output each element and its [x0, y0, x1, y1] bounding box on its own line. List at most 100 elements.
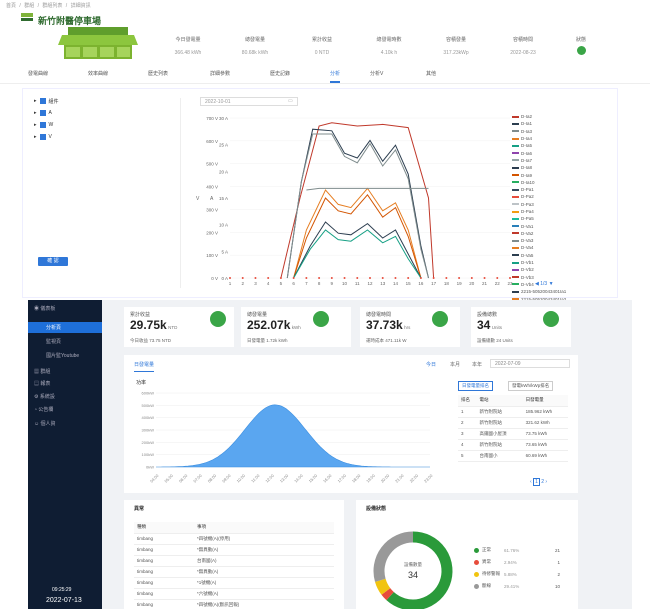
legend-item[interactable]: 2215-50520043401Ia1	[512, 288, 620, 295]
table-row[interactable]: 5 台南國小 60.69 kWh	[458, 450, 568, 462]
legend-item[interactable]: D-Va2	[512, 230, 620, 237]
sidebar-item-report[interactable]: ▤ 報表	[34, 380, 50, 387]
sidebar-item-youtube[interactable]: 國片監Youtube	[46, 353, 80, 359]
table-row[interactable]: timbang *六號機(A)	[134, 588, 334, 600]
table-row[interactable]: timbang *四號機(A)(停用)	[134, 533, 334, 545]
table-row[interactable]: timbang *1號機(A)	[134, 577, 334, 589]
legend-item[interactable]: D-Pa5	[512, 215, 620, 222]
legend-item[interactable]: D-Ia6	[512, 149, 620, 156]
y-tick-label: 400kW	[142, 415, 155, 420]
legend-swatch	[512, 144, 519, 147]
tree-node[interactable]: ▸ W	[34, 119, 59, 131]
sidebar-item-profile[interactable]: ☺ 個人資	[34, 420, 56, 427]
cell: *六號機(A)	[194, 588, 334, 600]
tab-generation-curve[interactable]: 發電曲線	[28, 71, 49, 77]
table-row[interactable]: timbang *四號機(A)(斷訊回報)	[134, 599, 334, 609]
table-row[interactable]: 4 新竹附院站 73.65 kWh	[458, 439, 568, 451]
legend-item[interactable]: D-Vb4	[512, 281, 620, 288]
calendar-icon[interactable]: ▭	[288, 98, 293, 104]
legend-label: D-Ia8	[521, 165, 533, 171]
tab-analysis[interactable]: 分析	[330, 70, 341, 83]
range-today[interactable]: 今日	[426, 362, 437, 368]
range-year[interactable]: 本年	[472, 362, 483, 368]
tab-daily-power[interactable]: 日發電量	[134, 361, 155, 372]
legend-label: D-Ia10	[521, 179, 535, 185]
next-page-icon[interactable]: ›	[545, 479, 548, 485]
table-row[interactable]: 2 新竹附院站 321.62 kWh	[458, 417, 568, 429]
tab-rank-daily[interactable]: 日發電量排名	[458, 381, 493, 391]
legend-item[interactable]: D-Va1	[512, 222, 620, 229]
legend-item[interactable]: D-Pa4	[512, 208, 620, 215]
checkbox[interactable]	[39, 98, 46, 104]
legend-label: D-Ia9	[521, 172, 533, 178]
legend-pager[interactable]: ◀ 1/3 ▼	[535, 281, 554, 287]
checkbox[interactable]	[39, 122, 46, 128]
legend-item[interactable]: D-Ia3	[512, 128, 620, 135]
cell: 3	[458, 428, 477, 440]
legend-item[interactable]: D-Ia5	[512, 142, 620, 149]
table-row[interactable]: 1 新竹附院站 185.962 kWh	[458, 406, 568, 418]
legend-swatch	[512, 261, 519, 264]
legend-item[interactable]: D-Ia7	[512, 157, 620, 164]
date-input[interactable]: 2022-10-01	[200, 97, 298, 106]
legend-item[interactable]: D-Pa1	[512, 186, 620, 193]
table-row[interactable]: timbang *無異動(A)	[134, 566, 334, 578]
power-date-input[interactable]: 2022-07-09	[490, 359, 570, 368]
sidebar-item-group[interactable]: ▦ 群組	[34, 368, 50, 375]
page-2[interactable]: 2	[541, 479, 545, 485]
sidebar-item-analysis[interactable]: 分析頁	[46, 325, 62, 331]
prev-page-icon[interactable]: ◀	[535, 281, 539, 287]
expand-icon[interactable]: ▸	[34, 134, 37, 140]
prev-page-icon[interactable]: ‹	[530, 479, 532, 485]
tab-history-log[interactable]: 歷史記錄	[270, 71, 291, 77]
legend-item[interactable]: D-Ia1	[512, 120, 620, 127]
sidebar-item-bulletin[interactable]: ◔ 公告欄	[34, 406, 53, 413]
y-tick-label: 0 A	[221, 276, 228, 281]
tab-history-list[interactable]: 歷史列表	[148, 71, 169, 77]
next-page-icon[interactable]: ▼	[548, 281, 554, 287]
range-month[interactable]: 本月	[450, 362, 461, 368]
tab-efficiency-curve[interactable]: 效率曲線	[88, 71, 109, 77]
tab-rank-kwp[interactable]: 發電kWh/kWp排名	[508, 381, 554, 391]
legend-item[interactable]: D-Ia4	[512, 135, 620, 142]
legend-item[interactable]: D-Va3	[512, 237, 620, 244]
table-row[interactable]: timbang 台南國(A)	[134, 555, 334, 567]
tab-analysis-v[interactable]: 分析V	[370, 71, 384, 77]
sidebar-item-monitor[interactable]: 監視頁	[46, 339, 62, 345]
confirm-button[interactable]: 確 認	[38, 257, 68, 266]
legend-item[interactable]: D-Pa2	[512, 193, 620, 200]
tree-node[interactable]: ▸ V	[34, 131, 59, 143]
data-point	[305, 277, 308, 279]
legend-item[interactable]: D-Va5	[512, 252, 620, 259]
expand-icon[interactable]: ▸	[34, 110, 37, 116]
breadcrumb-item[interactable]: 群組列表	[42, 3, 63, 9]
legend-item[interactable]: D-Pa3	[512, 201, 620, 208]
expand-icon[interactable]: ▸	[34, 122, 37, 128]
legend-label: D-Vb3	[521, 274, 534, 280]
checkbox[interactable]	[39, 110, 46, 116]
tree-node[interactable]: ▸ A	[34, 107, 59, 119]
legend-item[interactable]: D-Ia9	[512, 171, 620, 178]
table-row[interactable]: timbang *無異動(A)	[134, 544, 334, 556]
legend-item[interactable]: 2215-50520043401Ia2	[512, 295, 620, 302]
x-tick-label: 20:00	[380, 472, 391, 483]
tree-node[interactable]: ▸ 組件	[34, 95, 59, 107]
sidebar-item-dashboard[interactable]: ◉ 儀表板	[34, 305, 55, 312]
expand-icon[interactable]: ▸	[34, 98, 37, 104]
legend-item[interactable]: D-Vb3	[512, 274, 620, 281]
table-row[interactable]: 3 高鐵國小屋頂 73.75 kWh	[458, 428, 568, 440]
tab-other[interactable]: 其他	[426, 71, 437, 77]
legend-item[interactable]: D-Ia10	[512, 179, 620, 186]
legend-item[interactable]: D-Ia8	[512, 164, 620, 171]
legend-item[interactable]: D-Vb1	[512, 259, 620, 266]
breadcrumb-item[interactable]: 首頁	[6, 3, 17, 9]
tab-detail-params[interactable]: 詳細參數	[210, 71, 231, 77]
legend-item[interactable]: D-Vb2	[512, 266, 620, 273]
checkbox[interactable]	[39, 134, 46, 140]
breadcrumb-item[interactable]: 群組	[24, 3, 35, 9]
legend-item[interactable]: D-Ia2	[512, 113, 620, 120]
page-1[interactable]: 1	[533, 478, 540, 486]
legend-item[interactable]: D-Va4	[512, 244, 620, 251]
x-tick-label: 16	[418, 281, 424, 286]
sidebar-item-system[interactable]: ⚙ 系統設	[34, 393, 55, 400]
